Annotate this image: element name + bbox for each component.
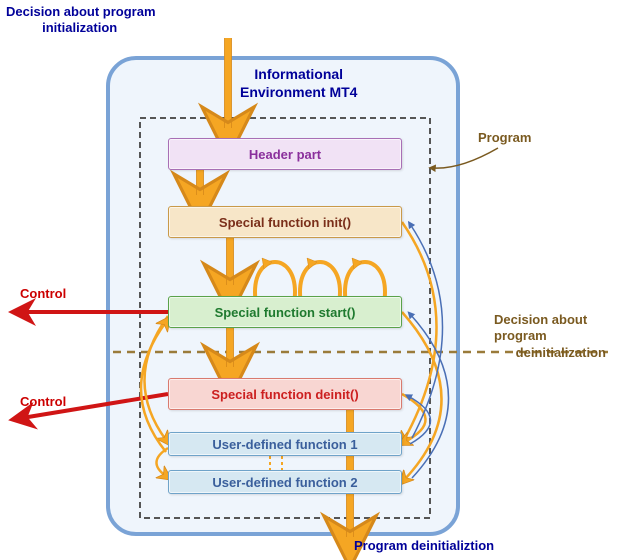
label-decision-deinit: Decision about program deinitialization — [494, 312, 606, 361]
label-program: Program — [478, 130, 531, 146]
box-deinit: Special function deinit() — [168, 378, 402, 410]
label-control-1: Control — [20, 286, 66, 302]
label-control-2: Control — [20, 394, 66, 410]
box-udf1: User-defined function 1 — [168, 432, 402, 456]
env-title: Informational Environment MT4 — [240, 66, 357, 101]
label-top: Decision about program initialization — [6, 4, 156, 37]
box-header: Header part — [168, 138, 402, 170]
box-init: Special function init() — [168, 206, 402, 238]
box-udf2: User-defined function 2 — [168, 470, 402, 494]
box-start: Special function start() — [168, 296, 402, 328]
label-bottom: Program deinitializtion — [354, 538, 494, 554]
